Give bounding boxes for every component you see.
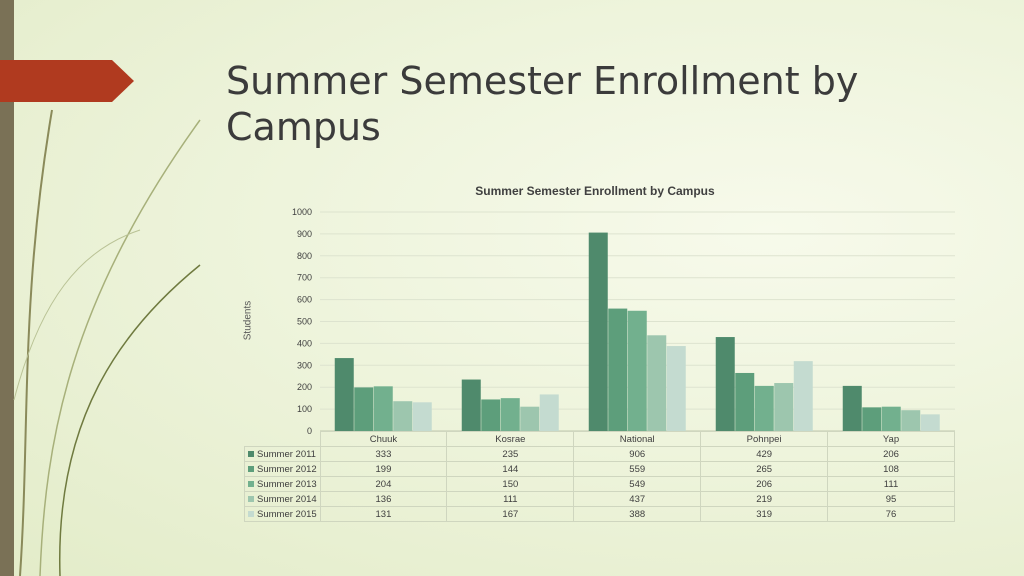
y-tick-label: 400 — [297, 338, 312, 348]
series-legend-entry: Summer 2014 — [244, 491, 321, 507]
bar-national-2 — [608, 308, 628, 431]
bar-kosrae-5 — [539, 394, 559, 431]
data-value: 199 — [319, 461, 448, 477]
bar-kosrae-3 — [500, 398, 520, 431]
data-table-corner — [245, 432, 321, 447]
y-tick-label: 600 — [297, 295, 312, 305]
y-tick-label: 1000 — [292, 207, 312, 217]
chart-title: Summer Semester Enrollment by Campus — [475, 184, 715, 198]
series-legend-entry: Summer 2015 — [244, 506, 321, 522]
red-arrow-banner — [0, 60, 134, 102]
bar-pohnpei-2 — [735, 372, 755, 431]
bar-yap-5 — [920, 414, 940, 431]
y-tick-label: 200 — [297, 382, 312, 392]
series-name: Summer 2013 — [257, 478, 317, 490]
data-value: 95 — [827, 491, 955, 507]
data-value: 204 — [319, 476, 448, 492]
data-value: 333 — [319, 446, 448, 462]
legend-swatch — [248, 510, 254, 517]
category-label: Pohnpei — [700, 431, 829, 447]
bar-chuuk-4 — [393, 401, 413, 431]
bar-chuuk-3 — [373, 386, 393, 431]
bar-yap-1 — [842, 385, 862, 431]
data-value: 206 — [827, 446, 955, 462]
bar-chuuk-1 — [334, 358, 354, 431]
data-value: 206 — [700, 476, 829, 492]
series-legend-entry: Summer 2013 — [244, 476, 321, 492]
data-value: 437 — [573, 491, 702, 507]
data-value: 108 — [827, 461, 955, 477]
legend-swatch — [248, 450, 254, 457]
data-value: 144 — [446, 461, 575, 477]
series-name: Summer 2015 — [257, 508, 317, 520]
data-value: 219 — [700, 491, 829, 507]
table-row: Summer 2012 199 144 559 265 108 — [244, 461, 955, 477]
bar-yap-4 — [901, 410, 921, 431]
bar-yap-3 — [881, 406, 901, 431]
category-label: Kosrae — [446, 431, 575, 447]
bar-kosrae-2 — [481, 399, 501, 431]
table-row: Summer 2013 204 150 549 206 111 — [244, 476, 955, 492]
data-value: 429 — [700, 446, 829, 462]
data-value: 906 — [573, 446, 702, 462]
data-value: 265 — [700, 461, 829, 477]
left-accent-bar — [0, 0, 14, 576]
data-value: 559 — [573, 461, 702, 477]
table-row: Summer 2015 131 167 388 319 76 — [244, 506, 955, 522]
bar-chuuk-2 — [354, 387, 374, 431]
bar-pohnpei-3 — [754, 385, 774, 431]
slide-title: Summer Semester Enrollment by Campus — [226, 59, 859, 149]
table-row: Summer 2014 136 111 437 219 95 — [244, 491, 955, 507]
series-name: Summer 2011 — [257, 448, 316, 460]
category-label: Yap — [827, 431, 955, 447]
data-value: 319 — [700, 506, 829, 522]
bar-kosrae-1 — [461, 379, 481, 431]
chart-data-table: Chuuk Kosrae National Pohnpei Yap Summer 201… — [244, 431, 955, 522]
legend-swatch — [248, 495, 254, 502]
decorative-stems — [13, 109, 201, 576]
y-tick-label: 0 — [307, 426, 312, 436]
data-value: 131 — [319, 506, 448, 522]
bar-kosrae-4 — [520, 406, 540, 431]
series-legend-entry: Summer 2012 — [244, 461, 321, 477]
category-label: National — [573, 431, 702, 447]
series-name: Summer 2012 — [257, 463, 317, 475]
data-value: 136 — [319, 491, 448, 507]
legend-swatch — [248, 480, 254, 487]
bar-pohnpei-5 — [793, 361, 813, 431]
data-value: 111 — [827, 476, 955, 492]
bar-chuuk-5 — [412, 402, 432, 431]
y-tick-label: 500 — [297, 317, 312, 327]
bar-national-5 — [666, 346, 686, 431]
bar-national-1 — [588, 232, 608, 431]
y-tick-label: 700 — [297, 273, 312, 283]
y-tick-label: 800 — [297, 251, 312, 261]
bar-pohnpei-1 — [715, 337, 735, 431]
category-label: Chuuk — [319, 431, 448, 447]
data-value: 388 — [573, 506, 702, 522]
data-table-header-row: Chuuk Kosrae National Pohnpei Yap — [245, 431, 955, 447]
data-value: 111 — [446, 491, 575, 507]
bar-national-4 — [647, 335, 667, 431]
data-value: 235 — [446, 446, 575, 462]
bar-yap-2 — [862, 407, 882, 431]
data-value: 549 — [573, 476, 702, 492]
bar-national-3 — [627, 310, 647, 431]
data-value: 76 — [827, 506, 955, 522]
table-row: Summer 2011 333 235 906 429 206 — [244, 446, 955, 462]
data-value: 167 — [446, 506, 575, 522]
series-legend-entry: Summer 2011 — [244, 446, 321, 462]
data-value: 150 — [446, 476, 575, 492]
bar-pohnpei-4 — [774, 383, 794, 431]
data-table-body: Summer 2011 333 235 906 429 206 Summer 2012 199… — [244, 446, 955, 522]
y-tick-label: 900 — [297, 229, 312, 239]
y-tick-label: 300 — [297, 360, 312, 370]
y-tick-label: 100 — [297, 404, 312, 414]
series-name: Summer 2014 — [257, 493, 317, 505]
legend-swatch — [248, 465, 254, 472]
